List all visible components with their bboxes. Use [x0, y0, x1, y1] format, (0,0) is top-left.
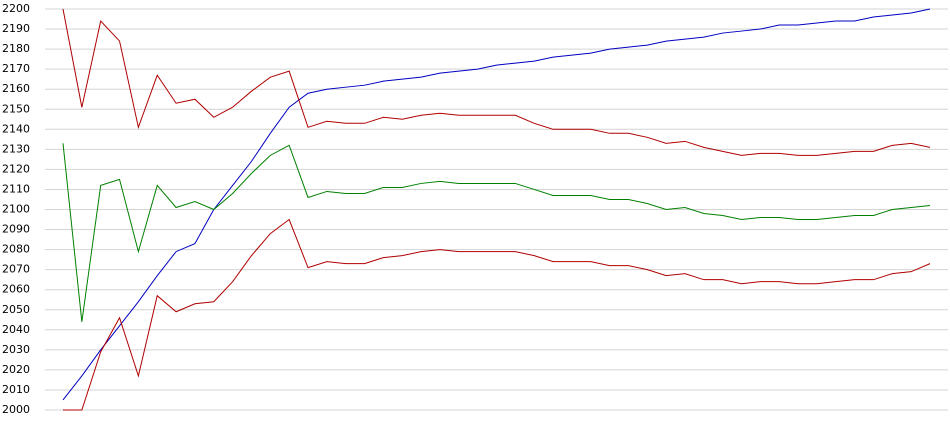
- y-tick-label: 2130: [2, 142, 30, 155]
- y-tick-label: 2050: [2, 303, 30, 316]
- y-tick-label: 2030: [2, 343, 30, 356]
- y-tick-label: 2170: [2, 62, 30, 75]
- y-tick-label: 2090: [2, 223, 30, 236]
- series-line: [62, 8, 931, 156]
- y-tick-label: 2180: [2, 42, 30, 55]
- y-tick-label: 2200: [2, 2, 30, 15]
- y-tick-label: 2060: [2, 283, 30, 296]
- y-tick-label: 2120: [2, 162, 30, 175]
- y-tick-label: 2190: [2, 22, 30, 35]
- y-tick-label: 2080: [2, 243, 30, 256]
- y-tick-label: 2040: [2, 323, 30, 336]
- y-tick-label: 2110: [2, 182, 30, 195]
- y-tick-label: 2070: [2, 263, 30, 276]
- y-tick-label: 2000: [2, 403, 30, 416]
- y-tick-label: 2140: [2, 122, 30, 135]
- series-line: [62, 8, 931, 401]
- series-line: [63, 218, 931, 411]
- series-line: [62, 143, 931, 322]
- y-tick-label: 2100: [2, 203, 30, 216]
- y-tick-label: 2020: [2, 363, 30, 376]
- y-tick-label: 2150: [2, 102, 30, 115]
- y-tick-label: 2010: [2, 383, 30, 396]
- y-tick-label: 2160: [2, 82, 30, 95]
